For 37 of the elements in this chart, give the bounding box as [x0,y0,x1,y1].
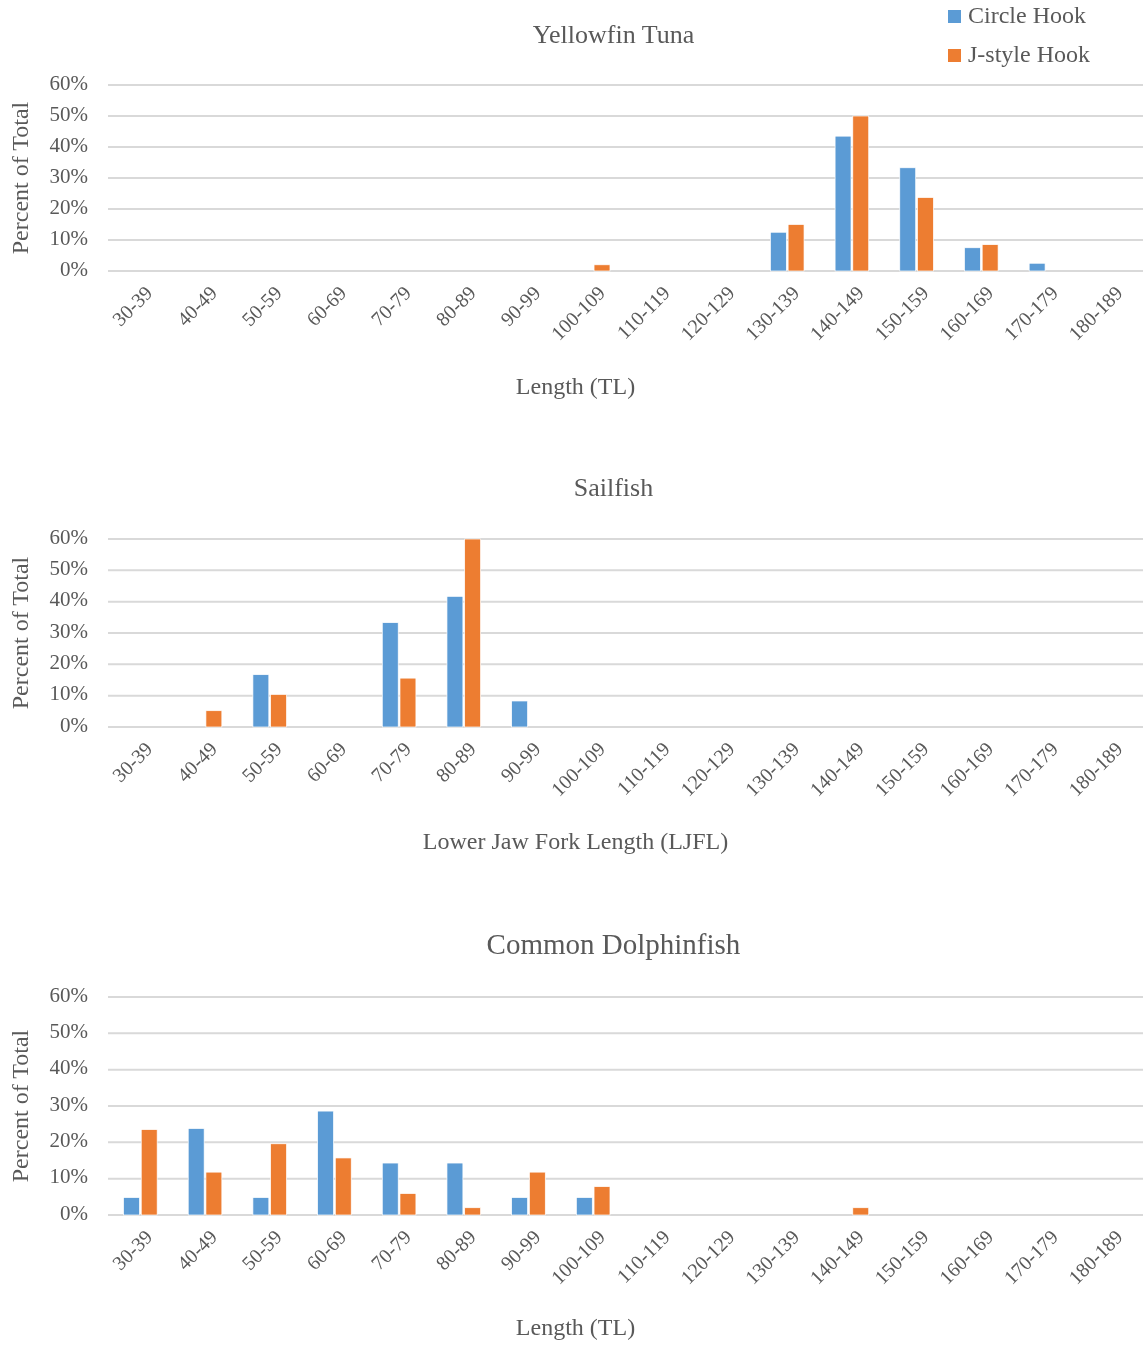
x-axis-title: Lower Jaw Fork Length (LJFL) [422,827,729,854]
y-tick-label: 0% [60,1200,88,1225]
y-tick-label: 0% [60,712,88,737]
y-tick-label: 20% [49,194,88,219]
y-tick-label: 10% [49,225,88,250]
y-tick-label: 0% [60,256,88,281]
x-axis-title: Length (TL) [515,372,636,399]
y-tick-label: 50% [49,556,88,581]
y-tick-label: 40% [49,132,88,157]
chart-title: Sailfish [573,472,654,502]
legend-label: J-style Hook [968,41,1090,67]
y-axis-title: Percent of Total [6,101,33,255]
y-tick-label: 10% [49,1164,88,1189]
y-tick-label: 60% [49,70,88,95]
bar [852,1207,870,1216]
y-tick-label: 40% [49,1055,88,1080]
y-tick-label: 50% [49,101,88,126]
y-axis-title: Percent of Total [6,1029,33,1183]
chart-title: Common Dolphinfish [486,927,741,960]
y-tick-label: 30% [49,618,88,643]
bar [1028,262,1046,272]
y-tick-label: 60% [49,982,88,1007]
y-tick-label: 50% [49,1019,88,1044]
y-tick-label: 30% [49,1091,88,1116]
y-tick-label: 30% [49,163,88,188]
y-tick-label: 60% [49,524,88,549]
bar [205,710,223,728]
y-axis-title: Percent of Total [6,556,33,710]
y-tick-label: 40% [49,587,88,612]
y-tick-label: 20% [49,1128,88,1153]
legend-label: Circle Hook [968,2,1086,28]
bar [593,264,611,272]
x-axis-title: Length (TL) [515,1313,636,1340]
y-tick-label: 20% [49,650,88,675]
y-tick-label: 10% [49,681,88,706]
bar [511,700,528,728]
chart-title: Yellowfin Tuna [532,19,695,49]
